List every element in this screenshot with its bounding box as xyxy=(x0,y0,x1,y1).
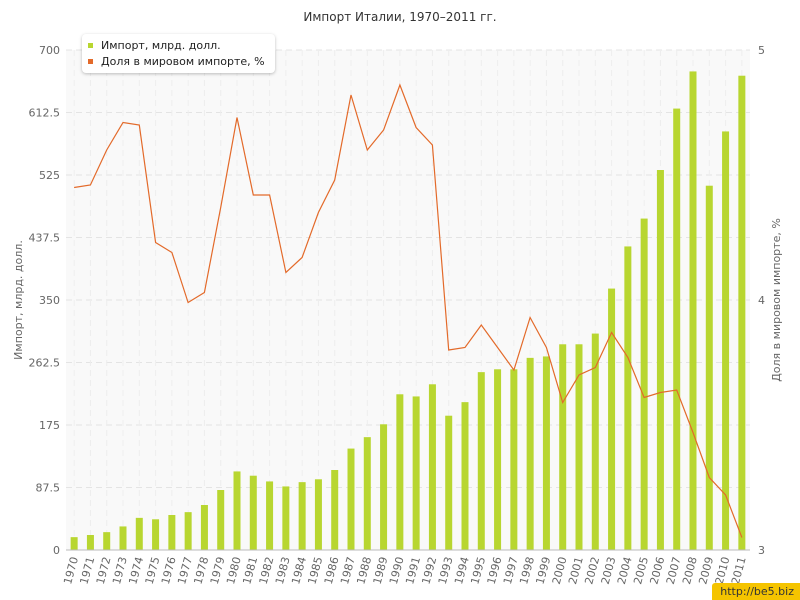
chart-legend: Импорт, млрд. долл. Доля в мировом импор… xyxy=(82,34,275,73)
bar xyxy=(510,369,518,550)
bar xyxy=(445,415,453,550)
bar xyxy=(608,288,616,550)
bar xyxy=(331,470,339,550)
bar xyxy=(396,394,404,550)
legend-item-imports[interactable]: Импорт, млрд. долл. xyxy=(88,37,265,53)
bar xyxy=(249,475,257,550)
bar xyxy=(347,448,355,550)
y-tick-label-right: 4 xyxy=(758,294,765,307)
bar xyxy=(461,402,469,550)
y-tick-label-left: 87.5 xyxy=(36,482,61,495)
bar xyxy=(656,170,664,550)
bar xyxy=(722,131,730,550)
bar xyxy=(412,396,420,550)
bar xyxy=(477,372,485,550)
bar xyxy=(738,75,746,550)
y-tick-label-right: 3 xyxy=(758,544,765,557)
bar xyxy=(673,108,681,551)
bar xyxy=(526,357,534,550)
bar xyxy=(135,517,143,550)
bar xyxy=(70,537,78,550)
bar xyxy=(266,481,274,550)
watermark-link[interactable]: http://be5.biz xyxy=(712,583,800,600)
bar xyxy=(152,519,160,550)
bar xyxy=(298,482,306,550)
bar xyxy=(591,333,599,550)
bar xyxy=(86,535,94,550)
y-tick-label-left: 612.5 xyxy=(29,107,61,120)
y-tick-label-left: 525 xyxy=(39,169,60,182)
bar xyxy=(624,246,632,550)
bar xyxy=(119,526,127,550)
bar xyxy=(494,369,502,550)
bar xyxy=(184,512,192,550)
bar xyxy=(640,218,648,551)
y-axis-title-left: Импорт, млрд. долл. xyxy=(12,240,25,360)
y-tick-label-left: 262.5 xyxy=(29,357,61,370)
chart-title: Импорт Италии, 1970–2011 гг. xyxy=(303,10,497,24)
legend-swatch-share xyxy=(88,58,93,64)
bar xyxy=(575,344,583,550)
bar xyxy=(380,424,388,550)
bar xyxy=(314,479,322,550)
bar xyxy=(200,505,208,550)
series-line-share xyxy=(74,83,743,538)
y-tick-label-left: 350 xyxy=(39,294,60,307)
y-tick-label-right: 5 xyxy=(758,44,765,57)
legend-label-imports: Импорт, млрд. долл. xyxy=(101,38,221,52)
bar xyxy=(689,71,697,550)
y-axis-title-right: Доля в мировом импорте, % xyxy=(770,218,783,382)
bar xyxy=(363,437,371,550)
bar xyxy=(168,515,176,550)
bar xyxy=(103,532,111,550)
bar xyxy=(217,490,225,550)
y-tick-label-left: 175 xyxy=(39,419,60,432)
bar xyxy=(542,356,550,550)
bar xyxy=(559,344,567,550)
legend-label-share: Доля в мировом импорте, % xyxy=(101,54,265,68)
bar xyxy=(705,185,713,550)
bar xyxy=(282,486,290,550)
y-tick-label-left: 437.5 xyxy=(29,232,61,245)
y-tick-label-left: 700 xyxy=(39,44,60,57)
bar xyxy=(233,471,241,550)
y-tick-label-left: 0 xyxy=(53,544,60,557)
legend-swatch-imports xyxy=(88,42,93,48)
bar xyxy=(428,384,436,550)
legend-item-share[interactable]: Доля в мировом импорте, % xyxy=(88,53,265,69)
